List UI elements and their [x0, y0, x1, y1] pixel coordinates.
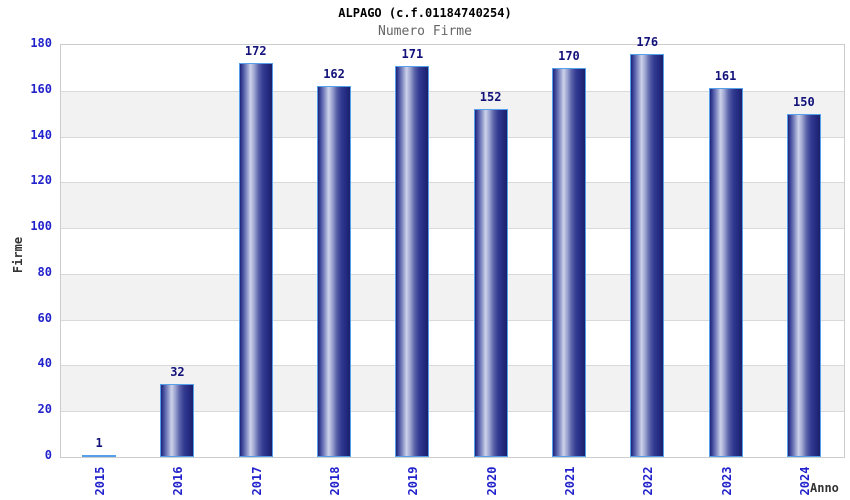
gridline: [61, 365, 844, 367]
bar-2024: [786, 113, 821, 457]
x-axis-label: Anno: [810, 481, 839, 495]
bar-2017: [238, 63, 273, 457]
bar-value-label: 176: [636, 35, 659, 50]
x-tick-label: 2015: [93, 466, 108, 496]
y-axis-label: Firme: [11, 236, 25, 274]
y-tick-label: 40: [37, 356, 52, 371]
y-tick-label: 80: [37, 264, 52, 279]
x-tick-label: 2021: [562, 466, 577, 496]
chart-subtitle: Numero Firme: [378, 24, 472, 39]
gridline: [61, 136, 844, 138]
x-tick-label: 2022: [641, 466, 656, 496]
y-tick-label: 60: [37, 310, 52, 325]
y-tick-label: 140: [30, 127, 52, 142]
bar-2021: [551, 67, 586, 457]
chart-title: ALPAGO (c.f.01184740254): [338, 6, 512, 20]
gridline: [61, 228, 844, 230]
y-tick-label: 20: [37, 402, 52, 417]
gridline: [61, 90, 844, 92]
bar-value-label: 171: [401, 46, 424, 61]
x-tick-label: 2023: [719, 466, 734, 496]
bar-value-label: 152: [479, 90, 502, 105]
y-tick-label: 0: [44, 448, 52, 462]
bar-2015: [82, 454, 117, 457]
x-tick-label: 2020: [484, 466, 499, 496]
bar-value-label: 161: [714, 69, 737, 84]
gridline: [61, 182, 844, 184]
gridline: [61, 319, 844, 321]
y-tick-label: 120: [30, 173, 52, 188]
x-tick-label: 2018: [328, 466, 343, 496]
plot-area: [60, 44, 845, 458]
bar-value-label: 150: [793, 94, 815, 109]
bar-value-label: 32: [170, 364, 185, 379]
gridline: [61, 411, 844, 413]
bar-2019: [395, 65, 430, 457]
bar-2022: [630, 54, 665, 457]
gridline: [61, 273, 844, 275]
y-tick-label: 100: [30, 219, 52, 234]
bar-value-label: 172: [244, 44, 267, 59]
bar-2023: [708, 88, 743, 457]
bar-value-label: 162: [323, 67, 345, 82]
x-tick-label: 2017: [249, 466, 264, 496]
y-tick-label: 180: [30, 36, 52, 50]
bar-2020: [473, 109, 508, 457]
bar-2016: [160, 383, 195, 457]
x-tick-label: 2016: [171, 466, 186, 496]
y-tick-label: 160: [30, 81, 52, 96]
x-tick-label: 2019: [406, 466, 421, 496]
bar-value-label: 170: [558, 48, 580, 63]
bar-2018: [317, 86, 352, 457]
bar-value-label: 1: [95, 435, 103, 450]
